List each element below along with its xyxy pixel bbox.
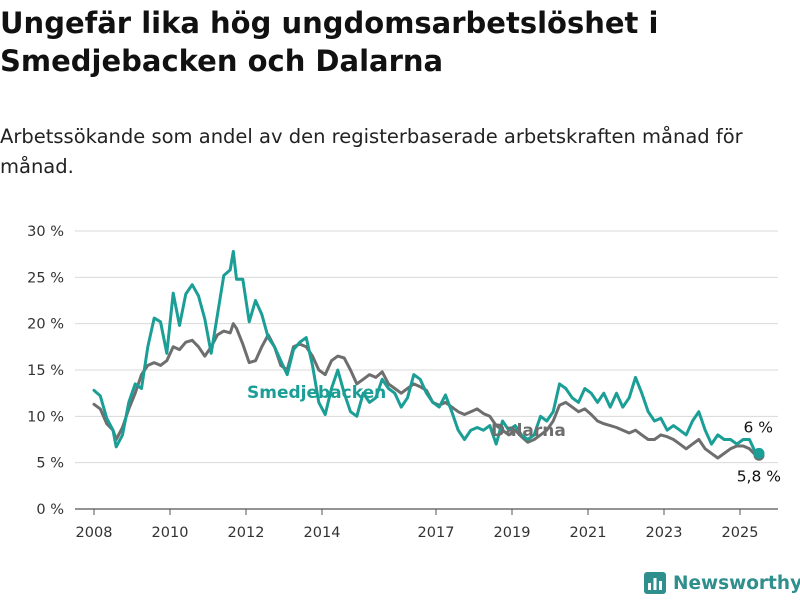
end-point-smedjebacken <box>753 447 765 459</box>
x-tick-label: 2017 <box>418 525 455 541</box>
y-tick-label: 20 % <box>27 317 64 333</box>
bar-chart-icon <box>644 572 666 594</box>
end-label-smedjebacken: 6 % <box>743 418 773 436</box>
grid-lines <box>75 230 778 510</box>
x-tick-label: 2025 <box>722 525 759 541</box>
y-tick-label: 15 % <box>27 363 64 379</box>
x-tick-label: 2021 <box>570 525 607 541</box>
x-tick-label: 2019 <box>494 525 531 541</box>
series-label-smedjebacken: Smedjebacken <box>247 383 386 403</box>
series-line-smedjebacken <box>92 249 761 455</box>
x-axis-ticks: 2008 2010 2012 2014 2017 2019 2021 2023 2025 <box>76 509 759 541</box>
y-tick-label: 0 % <box>36 502 64 518</box>
y-tick-label: 10 % <box>27 409 64 425</box>
x-tick-label: 2014 <box>304 525 341 541</box>
brand-name: Newsworthy <box>673 572 800 594</box>
x-tick-label: 2010 <box>152 525 189 541</box>
x-tick-label: 2023 <box>646 525 683 541</box>
end-label-dalarna: 5,8 % <box>737 467 781 485</box>
y-tick-label: 25 % <box>27 270 64 286</box>
chart-subtitle: Arbetssökande som andel av den registerb… <box>0 125 743 178</box>
x-tick-label: 2012 <box>228 525 265 541</box>
series-label-dalarna: Dalarna <box>491 421 566 441</box>
y-axis-ticks: 0 % 5 % 10 % 15 % 20 % 25 % 30 % <box>27 224 64 518</box>
series-lines <box>92 249 765 461</box>
brand-logo[interactable]: Newsworthy <box>644 568 800 598</box>
chart-title: Ungefär lika hög ungdomsarbetslöshet i S… <box>0 6 659 78</box>
x-tick-label: 2008 <box>76 525 113 541</box>
y-tick-label: 5 % <box>36 456 64 472</box>
y-tick-label: 30 % <box>27 224 64 240</box>
